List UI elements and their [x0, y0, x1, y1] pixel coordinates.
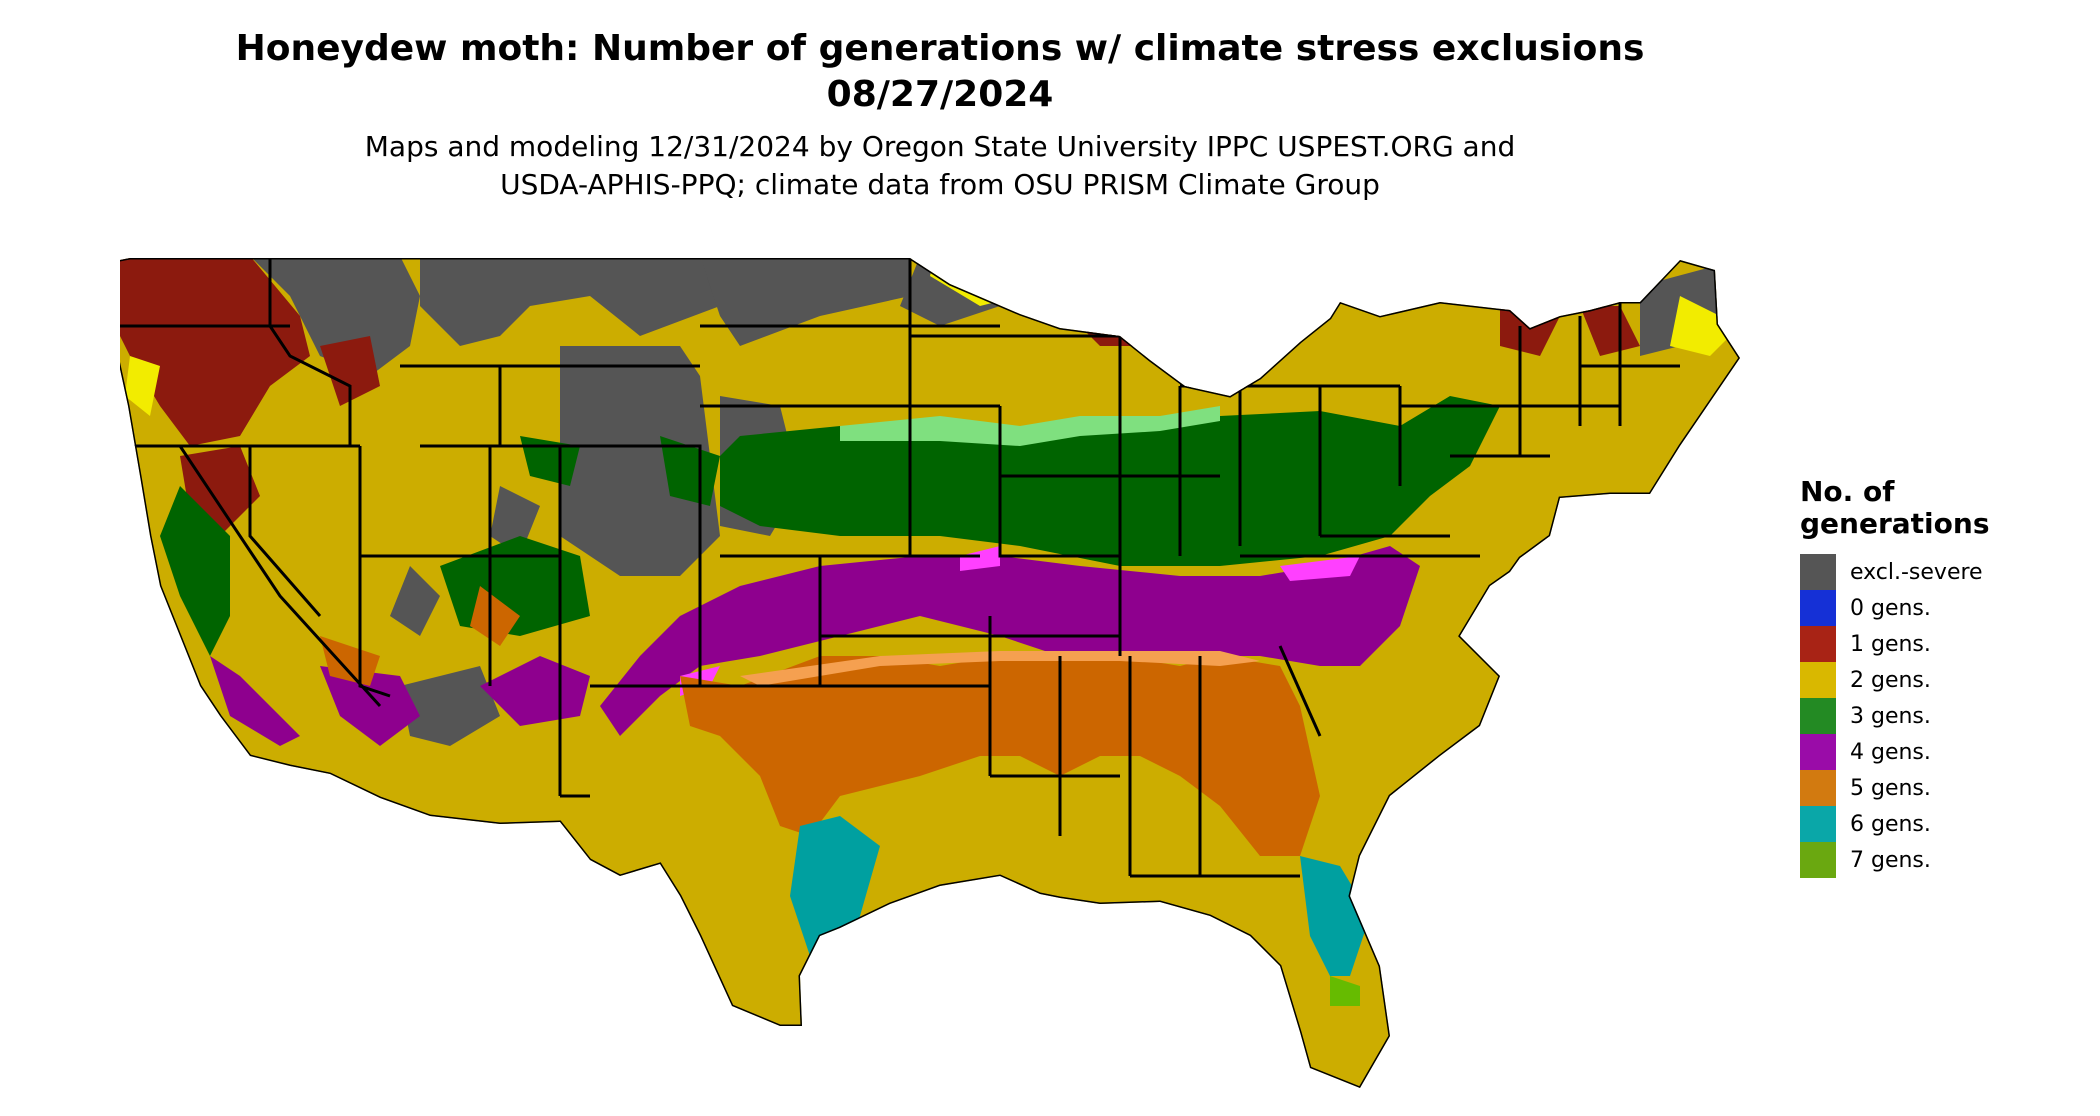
legend-item: 1 gens. [1800, 626, 2090, 662]
legend-item: 4 gens. [1800, 734, 2090, 770]
subtitle-line-1: Maps and modeling 12/31/2024 by Oregon S… [364, 130, 1516, 163]
region-gen-4 [210, 546, 1420, 746]
legend-label: 0 gens. [1850, 595, 1931, 621]
legend-title-line-1: No. of [1800, 475, 1895, 508]
legend-swatch [1800, 842, 1836, 878]
legend-label: 7 gens. [1850, 847, 1931, 873]
legend-swatch [1800, 662, 1836, 698]
legend-label: 1 gens. [1850, 631, 1931, 657]
subtitle-line-2: USDA-APHIS-PPQ; climate data from OSU PR… [500, 168, 1380, 201]
legend-item: 0 gens. [1800, 590, 2090, 626]
legend-item: 3 gens. [1800, 698, 2090, 734]
legend-item: excl.-severe [1800, 554, 2090, 590]
legend-label: 2 gens. [1850, 667, 1931, 693]
legend-label: 5 gens. [1850, 775, 1931, 801]
legend: No. of generations excl.-severe 0 gens. 1 … [1800, 476, 2090, 878]
title-line-2: 08/27/2024 [826, 74, 1054, 115]
legend-swatch [1800, 626, 1836, 662]
legend-item: 2 gens. [1800, 662, 2090, 698]
legend-swatch [1800, 590, 1836, 626]
legend-item: 7 gens. [1800, 842, 2090, 878]
us-generations-map [120, 258, 1740, 1088]
map-fill [120, 258, 1740, 1088]
legend-label: excl.-severe [1850, 559, 1983, 585]
region-gen-3-light [840, 406, 1220, 446]
map-subtitle: Maps and modeling 12/31/2024 by Oregon S… [0, 128, 1880, 204]
legend-label: 6 gens. [1850, 811, 1931, 837]
legend-swatch [1800, 698, 1836, 734]
legend-label: 3 gens. [1850, 703, 1931, 729]
legend-swatch [1800, 806, 1836, 842]
legend-swatch [1800, 734, 1836, 770]
legend-swatch [1800, 770, 1836, 806]
title-line-1: Honeydew moth: Number of generations w/ … [235, 28, 1645, 69]
legend-item: 5 gens. [1800, 770, 2090, 806]
region-gen-6 [790, 816, 1370, 976]
legend-item: 6 gens. [1800, 806, 2090, 842]
map-title: Honeydew moth: Number of generations w/ … [0, 26, 1880, 118]
region-excl-severe [250, 258, 1720, 746]
legend-items: excl.-severe 0 gens. 1 gens. 2 gens. 3 gens.… [1800, 554, 2090, 878]
region-gen-7 [1330, 976, 1360, 1006]
legend-title-line-2: generations [1800, 507, 1990, 540]
legend-title: No. of generations [1800, 476, 2090, 540]
legend-label: 4 gens. [1850, 739, 1931, 765]
region-gen-5 [320, 586, 1320, 856]
legend-swatch [1800, 554, 1836, 590]
